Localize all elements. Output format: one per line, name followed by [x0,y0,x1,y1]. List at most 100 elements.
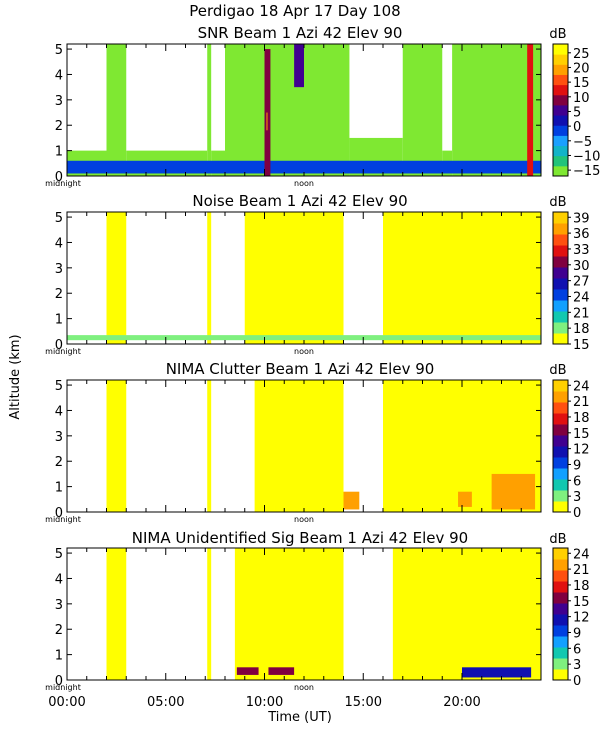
y-tick-label: 0 [55,170,63,185]
colorbar-segment [553,490,568,502]
midnight-label: midnight [45,347,81,356]
colorbar-segment [553,300,568,312]
y-tick-label: 2 [55,287,63,302]
colorbar-segment [553,64,568,75]
y-tick-label: 1 [55,481,63,496]
colorbar-segment [553,559,568,571]
y-tick-label: 4 [55,68,63,83]
colorbar-segment [553,311,568,323]
colorbar-segment [553,155,568,167]
feature-mark [67,160,541,174]
feature-mark [268,667,295,675]
colorbar-segment [553,402,568,414]
coverage-column [207,380,212,512]
colorbar-label: 36 [573,227,590,242]
panel-title: NIMA Clutter Beam 1 Azi 42 Elev 90 [166,360,435,378]
coverage-column [452,44,541,176]
colorbar-segment [553,614,568,626]
colorbar-segment [553,44,568,55]
colorbar-segment [553,234,568,246]
colorbar-label: 20 [573,61,590,76]
feature-mark [343,491,360,510]
colorbar-segment [553,245,568,257]
colorbar-unit: dB [549,532,566,547]
colorbar-label: 15 [573,595,590,610]
coverage-column [244,212,344,344]
colorbar-label: 15 [573,427,590,442]
colorbar-segment [553,647,568,659]
y-tick-label: 2 [55,119,63,134]
colorbar-segment [553,322,568,334]
colorbar-label: 30 [573,259,590,274]
colorbar-segment [553,636,568,648]
colorbar-label: 0 [573,674,581,689]
colorbar-segment [553,115,568,126]
y-tick-label: 3 [55,598,63,613]
coverage-column [106,548,127,680]
colorbar-segment [553,391,568,403]
colorbar-label: 12 [573,611,590,626]
colorbar-segment [553,501,568,513]
coverage-column [207,212,212,344]
colorbar-label: 21 [573,306,590,321]
colorbar-segment [553,267,568,279]
colorbar-label: 3 [573,658,581,673]
coverage-column [106,380,127,512]
colorbar-unit: dB [549,195,566,210]
colorbar-segment [553,54,568,65]
feature-mark [294,44,304,88]
noon-label: noon [294,515,314,524]
colorbar-frame [552,379,569,513]
coverage-column [207,44,212,176]
colorbar-segment [553,223,568,235]
colorbar-segment [553,592,568,604]
colorbar-segment [553,256,568,268]
x-axis-label: Time (UT) [267,710,332,725]
colorbar-segment [553,424,568,436]
panel-nima-unidentified: NIMA Unidentified Sig Beam 1 Azi 42 Elev… [45,529,589,692]
colorbar-segment [553,479,568,491]
coverage-column [383,212,541,344]
colorbar-label: 21 [573,395,590,410]
colorbar-segment [553,669,568,681]
y-tick-label: 4 [55,236,63,251]
panel-nima-clutter: NIMA Clutter Beam 1 Azi 42 Elev 90 dB 0 1… [45,360,589,524]
feature-mark [266,112,268,131]
panel-title: Noise Beam 1 Azi 42 Elev 90 [192,192,407,210]
colorbar-label: 0 [573,120,581,135]
panel-snr: SNR Beam 1 Azi 42 Elev 90 dB 0 1 2 3 4 5 midni… [45,24,600,188]
x-tick-label: 10:00 [246,695,283,710]
y-tick-label: 1 [55,145,63,160]
colorbar-label: 18 [573,322,590,337]
y-tick-label: 1 [55,313,63,328]
colorbar-segment [553,570,568,582]
colorbar-segment [553,145,568,157]
panel-title: SNR Beam 1 Azi 42 Elev 90 [198,24,403,42]
y-tick-label: 2 [55,455,63,470]
colorbar-segment [553,603,568,615]
y-tick-label: 3 [55,430,63,445]
colorbar-segment [553,446,568,458]
midnight-label: midnight [45,179,81,188]
coverage-column [106,44,127,176]
colorbar-segment [553,581,568,593]
colorbar-label: 12 [573,443,590,458]
noon-label: noon [294,179,314,188]
colorbar-label: 21 [573,563,590,578]
y-tick-label: 5 [55,43,63,58]
colorbar-segment [553,548,568,560]
feature-mark [458,491,472,507]
midnight-label: midnight [45,683,81,692]
colorbar-label: 15 [573,76,590,91]
colorbar-segment [553,212,568,224]
colorbar-segment [553,104,568,116]
figure-title: Perdigao 18 Apr 17 Day 108 [189,2,400,20]
coverage-column [225,44,350,176]
colorbar-segment [553,333,568,345]
y-axis-label: Altitude (km) [8,334,23,419]
colorbar-frame [552,43,569,177]
coverage-column [392,548,541,680]
x-tick-label: 00:00 [48,695,85,710]
y-tick-label: 3 [55,94,63,109]
